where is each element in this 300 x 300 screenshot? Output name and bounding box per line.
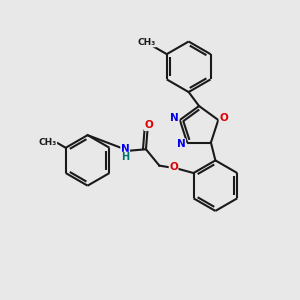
Text: O: O bbox=[219, 113, 228, 124]
Text: N: N bbox=[121, 144, 130, 154]
Text: CH₃: CH₃ bbox=[138, 38, 156, 47]
Text: N: N bbox=[170, 113, 179, 124]
Text: H: H bbox=[121, 152, 129, 162]
Text: O: O bbox=[169, 162, 178, 172]
Text: O: O bbox=[145, 121, 153, 130]
Text: CH₃: CH₃ bbox=[38, 138, 57, 147]
Text: N: N bbox=[177, 139, 186, 149]
